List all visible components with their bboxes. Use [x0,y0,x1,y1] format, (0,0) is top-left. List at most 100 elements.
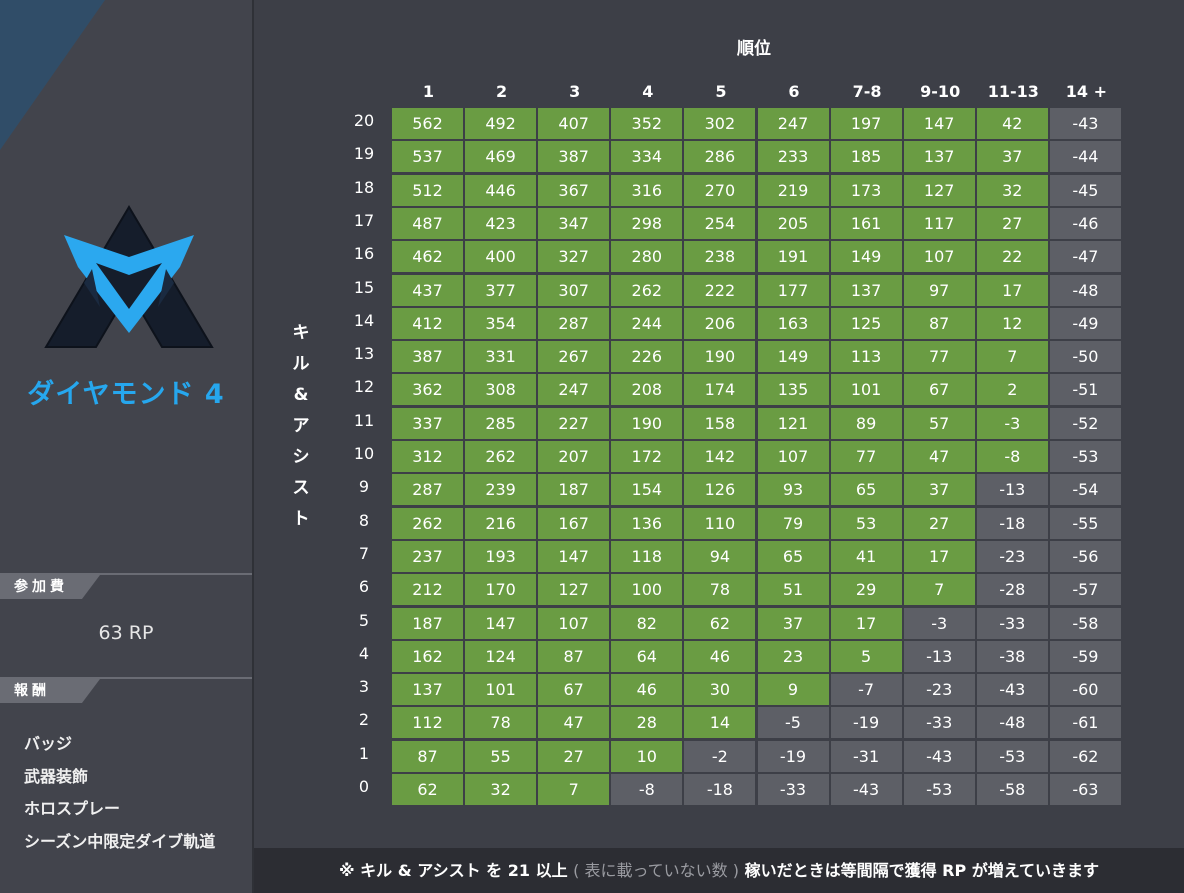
rp-cell: 331 [465,341,537,373]
rp-cell: -18 [684,774,756,805]
kills-assists-axis-title: キ ル & ア シ ス ト [290,318,312,535]
row-header: 16 [353,244,375,264]
rp-cell: 147 [903,108,975,139]
rp-cell: 487 [392,207,463,239]
rp-cell: 46 [684,640,756,672]
rp-cell: 23 [757,640,829,672]
reward-item: ホロスプレー [24,799,121,818]
rp-cell: -45 [1049,174,1121,206]
rp-cell: 10 [611,740,683,772]
rp-cell: 227 [538,407,610,439]
rp-cell: 27 [538,740,610,772]
axis-char: キ [292,323,310,343]
rp-cell: 162 [392,640,463,672]
rp-cell: 147 [465,607,537,639]
row-header: 15 [353,277,375,297]
rp-cell: 354 [465,307,537,339]
rp-cell: 135 [757,374,829,406]
rp-cell: -43 [976,674,1048,706]
rp-cell: -63 [1049,774,1121,805]
row-header: 10 [353,444,375,463]
rp-cell: -62 [1049,740,1121,772]
rp-cell: -18 [976,507,1048,539]
footer-bar: ※ キル & アシスト を 21 以上 ( 表に載っていない数 ) 稼いだときは… [254,848,1184,893]
rp-cell: 65 [830,474,902,506]
row-header: 14 [353,310,375,330]
rp-cell: -33 [903,707,975,739]
column-header: 1 [422,82,435,101]
rp-cell: 190 [611,407,683,439]
rp-cell: -3 [976,407,1048,439]
rp-cell: -7 [830,674,902,706]
rp-cell: 492 [465,108,537,139]
rp-cell: 82 [611,607,683,639]
column-header: 9-10 [920,82,961,101]
rp-cell: 154 [611,474,683,506]
rp-cell: -23 [903,674,975,706]
rp-cell: -28 [976,574,1048,606]
rp-cell: 302 [684,108,756,139]
rp-cell: 17 [903,540,975,572]
rp-cell: -48 [976,707,1048,739]
rp-cell: 62 [392,774,463,805]
reward-item: 武器装飾 [24,766,89,786]
rp-cell: -19 [757,740,829,772]
rp-cell: 446 [465,174,537,206]
rp-cell: 149 [830,241,902,273]
rp-cell: 262 [392,507,463,539]
rp-cell: 107 [757,441,829,472]
rp-cell: -58 [976,774,1048,805]
rp-cell: 286 [684,141,756,173]
rp-cell: -59 [1049,640,1121,672]
rp-cell: 101 [465,674,537,706]
rp-cell: 407 [538,108,610,139]
rp-cell: 187 [392,607,463,639]
placement-axis-title: 順位 [737,39,771,59]
rp-cell: 205 [757,207,829,239]
axis-char: シ [292,447,310,467]
rp-cell: 7 [976,341,1048,373]
rp-cell: 172 [611,441,683,472]
rp-cell: 512 [392,174,463,206]
rp-cell: 37 [757,607,829,639]
rp-cell: 147 [538,540,610,572]
axis-char: ル [292,354,310,374]
rp-cell: -48 [1049,274,1121,306]
rp-cell: 387 [538,141,610,173]
rp-cell: 107 [538,607,610,639]
entry-fee-value: 63 RP [98,622,154,644]
rp-cell: 64 [611,640,683,672]
rewards-header: 報酬 [0,677,252,703]
rp-cell: 287 [392,474,463,506]
rp-cell: 208 [611,374,683,406]
rp-cell: 347 [538,207,610,239]
rp-cell: 190 [684,341,756,373]
rp-cell: -33 [976,607,1048,639]
rp-cell: 280 [611,241,683,273]
rp-cell: -51 [1049,374,1121,406]
rp-cell: 437 [392,274,463,306]
rp-cell: 244 [611,307,683,339]
rp-cell: 77 [830,441,902,472]
rp-cell: 207 [538,441,610,472]
rp-cell: 79 [757,507,829,539]
rp-cell: -61 [1049,707,1121,739]
rp-cell: -3 [903,607,975,639]
rp-cell: 137 [392,674,463,706]
row-header: 18 [353,177,375,197]
rp-cell: -19 [830,707,902,739]
rp-cell: 78 [465,707,537,739]
rp-cell: 222 [684,274,756,306]
rp-cell: 400 [465,241,537,273]
rp-cell: 212 [392,574,463,606]
rp-cell: 51 [757,574,829,606]
footnote: ※ キル & アシスト を 21 以上 ( 表に載っていない数 ) 稼いだときは… [254,848,1184,893]
row-header: 7 [358,543,370,563]
rp-cell: 307 [538,274,610,306]
footnote-prefix: ※ キル & アシスト を 21 以上 [339,861,568,880]
row-header: 11 [353,410,375,430]
rp-cell: 124 [465,640,537,672]
row-header: 12 [353,377,375,397]
rp-cell: 174 [684,374,756,406]
rp-cell: 47 [538,707,610,739]
